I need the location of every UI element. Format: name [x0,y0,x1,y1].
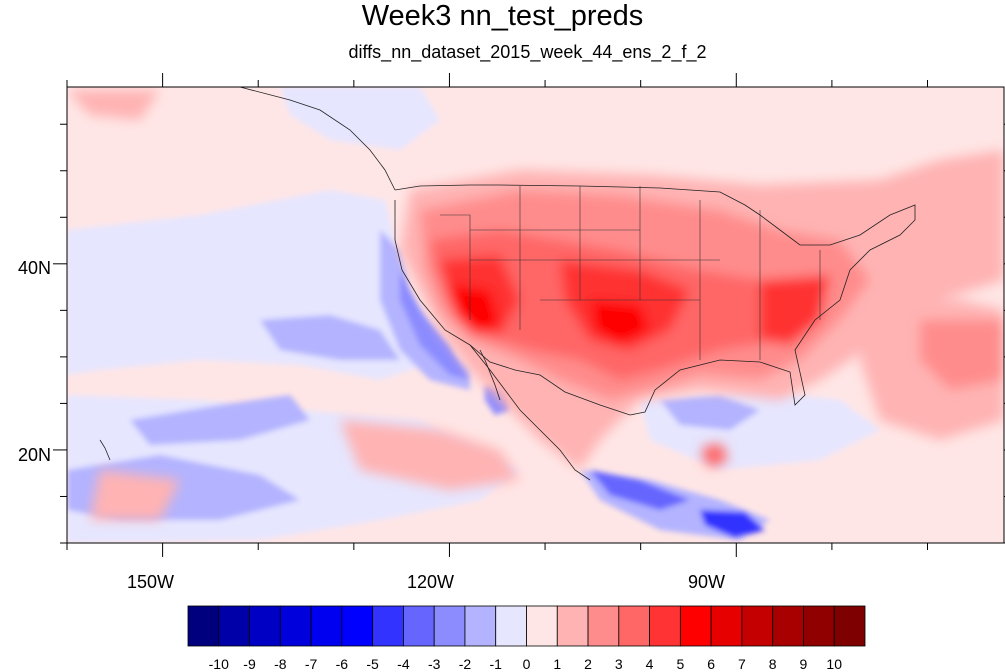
colorbar-tick-label: 8 [768,656,777,672]
colorbar-tick-label: 2 [584,656,592,672]
colorbar-segment [403,605,435,647]
colorbar-segment [587,605,620,647]
colorbar-segment [803,605,835,647]
coastline [394,184,916,416]
colorbar-segment [833,605,866,647]
colorbar-tick-label: 9 [799,656,808,672]
colorbar-tick-label: -6 [335,656,349,672]
colorbar-tick-label: 6 [707,656,716,672]
colorbar-segment [464,605,497,647]
colorbar-segment [495,605,527,647]
y-label-20n: 20N [18,445,52,465]
colorbar-tick-label: -1 [489,656,502,672]
chart-title: Week3 nn_test_preds [361,0,644,32]
anomaly-region [260,315,400,360]
colorbar-segment [618,605,650,647]
colorbar-tick-label: -5 [366,656,379,672]
anomaly-region [760,275,830,345]
anomaly-region [660,395,760,430]
colorbar-segment [218,605,250,647]
anomaly-region [450,285,500,335]
colorbar-segment [372,605,404,647]
axis-ticks [53,73,1005,557]
colorbar-tick-label: -3 [427,656,441,672]
coastline [99,439,111,461]
anomaly-region [90,470,180,520]
anomaly-region [130,395,310,445]
colorbar-tick-label: -10 [208,656,229,672]
state-borders [440,186,821,360]
colorbar-segment [310,605,343,647]
colorbar-segment [187,605,220,647]
colorbar-segment [649,605,681,647]
colorbar-segment [772,605,804,647]
colorbar-tick-label: 5 [676,656,685,672]
colorbar-segment [710,605,743,647]
colorbar-tick-label: 0 [522,656,531,672]
colorbar-segment [679,605,712,647]
colorbar-segment [526,605,558,647]
state-border [440,186,821,360]
colorbar-tick-label: -7 [304,656,318,672]
colorbar-tick-label: 7 [738,656,746,672]
coastlines [99,87,916,481]
x-label-120w: 120W [407,572,455,592]
colorbar-segment [249,605,281,647]
colorbar-segment [341,605,374,647]
colorbar-tick-label: -2 [458,656,472,672]
chart-subtitle: diffs_nn_dataset_2015_week_44_ens_2_f_2 [348,42,707,62]
colorbar-tick-label: 4 [645,656,654,672]
coastline [479,349,501,401]
colorbar-tick-label: -8 [274,656,287,672]
colorbar-tick-label: 10 [826,656,843,672]
map-frame [66,86,1005,544]
y-label-40n: 40N [18,258,52,278]
colorbar-tick-label: 1 [553,656,562,672]
anomaly-region [700,510,765,538]
colorbar-tick-label: 3 [614,656,623,672]
colorbar-tick-label: -9 [243,656,256,672]
anomaly-region [280,87,440,150]
anomaly-region [340,420,520,490]
colorbar-tick-label: -4 [397,656,410,672]
data-field [67,87,1004,543]
anomaly-region [590,300,650,345]
colorbar-segment [433,605,466,647]
colorbar-segment [741,605,774,647]
colorbar-segment [279,605,312,647]
colorbar-segment [556,605,589,647]
x-label-150w: 150W [127,572,175,592]
x-label-90w: 90W [688,572,726,592]
anomaly-region [400,270,470,380]
anomaly-region [702,444,728,468]
anomaly-region [920,320,1004,390]
anomaly-region [590,470,690,510]
anomaly-region [67,90,160,120]
coastline [239,87,396,191]
coastline [469,344,591,481]
colorbar [187,605,866,647]
